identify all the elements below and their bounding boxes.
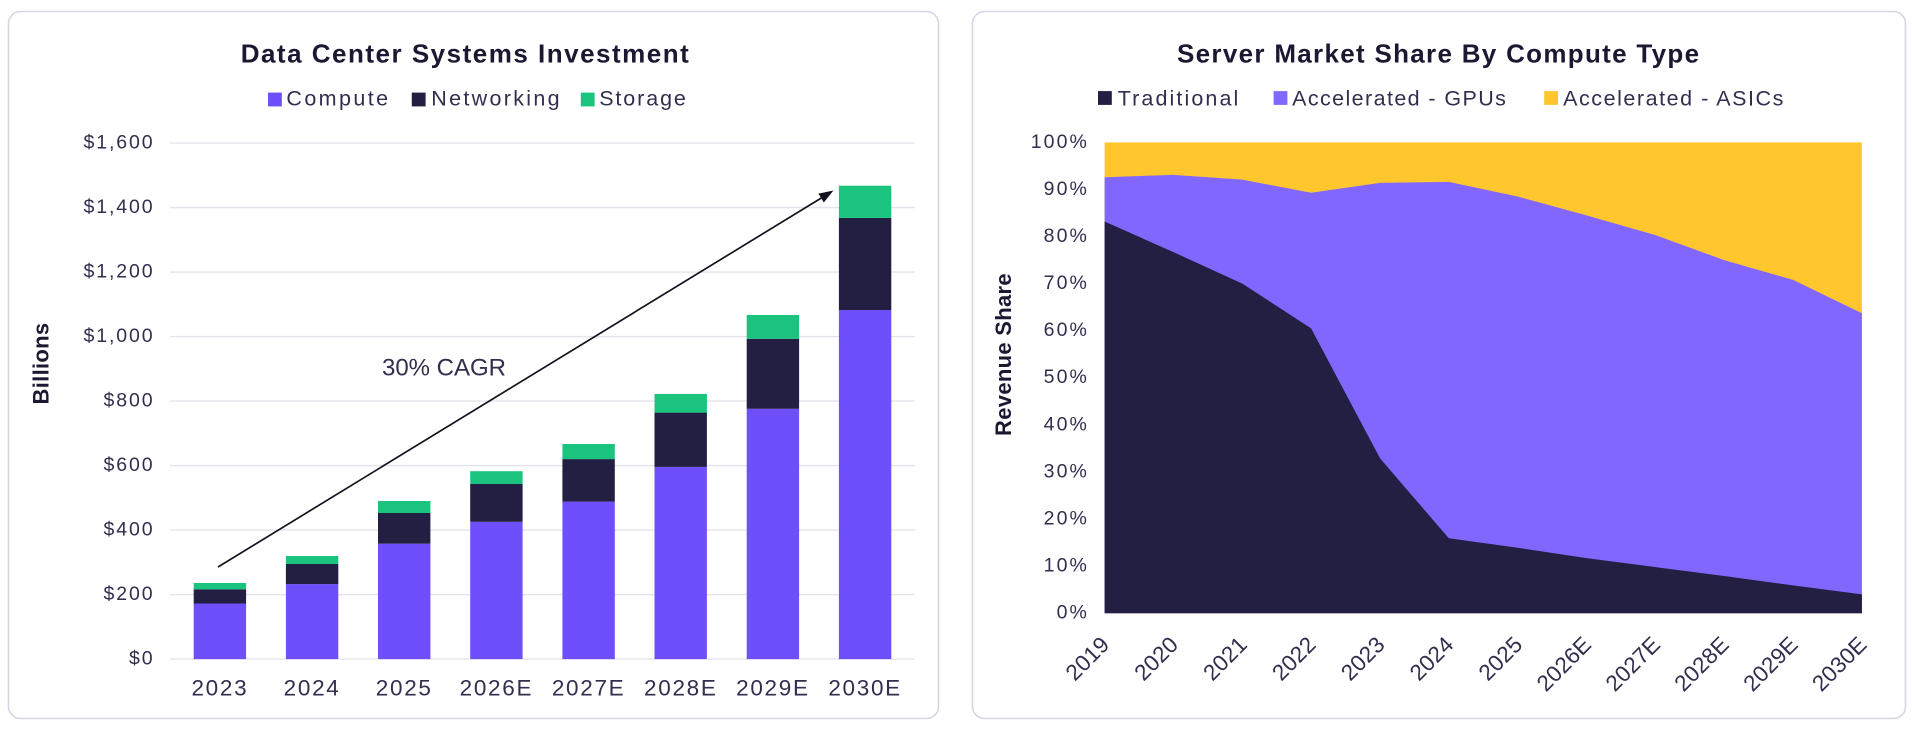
svg-text:2030E: 2030E (828, 675, 902, 700)
svg-text:20%: 20% (1044, 507, 1089, 529)
svg-text:2024: 2024 (284, 675, 341, 700)
svg-text:$1,400: $1,400 (83, 196, 154, 218)
svg-text:0%: 0% (1057, 602, 1089, 624)
svg-text:40%: 40% (1044, 413, 1089, 435)
svg-text:2023: 2023 (191, 675, 248, 700)
svg-text:2025: 2025 (376, 675, 433, 700)
svg-text:Accelerated - GPUs: Accelerated - GPUs (1292, 86, 1507, 110)
svg-text:10%: 10% (1044, 555, 1089, 577)
svg-text:$200: $200 (104, 583, 155, 605)
svg-text:Traditional: Traditional (1118, 86, 1241, 110)
svg-text:Compute: Compute (286, 86, 390, 110)
svg-text:90%: 90% (1044, 178, 1089, 200)
svg-text:Data Center Systems Investment: Data Center Systems Investment (241, 39, 691, 69)
svg-text:$1,000: $1,000 (83, 325, 154, 347)
svg-text:$1,200: $1,200 (83, 261, 154, 283)
svg-text:Billions: Billions (29, 323, 54, 405)
svg-text:70%: 70% (1044, 272, 1089, 294)
svg-text:$400: $400 (104, 519, 155, 541)
svg-text:2027E: 2027E (552, 675, 626, 700)
svg-text:$0: $0 (129, 648, 155, 670)
svg-text:Networking: Networking (431, 86, 562, 110)
svg-text:30% CAGR: 30% CAGR (382, 355, 506, 382)
svg-text:$800: $800 (104, 390, 155, 412)
svg-text:2028E: 2028E (644, 675, 718, 700)
svg-text:Accelerated - ASICs: Accelerated - ASICs (1563, 86, 1785, 110)
svg-text:100%: 100% (1031, 131, 1089, 153)
svg-text:30%: 30% (1044, 460, 1089, 482)
svg-text:60%: 60% (1044, 319, 1089, 341)
svg-text:2026E: 2026E (460, 675, 534, 700)
svg-text:2029E: 2029E (736, 675, 810, 700)
svg-text:$1,600: $1,600 (83, 132, 154, 154)
svg-text:Revenue Share: Revenue Share (991, 273, 1016, 436)
svg-text:Storage: Storage (599, 86, 688, 110)
svg-text:80%: 80% (1044, 225, 1089, 247)
svg-text:50%: 50% (1044, 366, 1089, 388)
svg-text:$600: $600 (104, 454, 155, 476)
svg-text:Server Market Share By Compute: Server Market Share By Compute Type (1177, 39, 1700, 69)
